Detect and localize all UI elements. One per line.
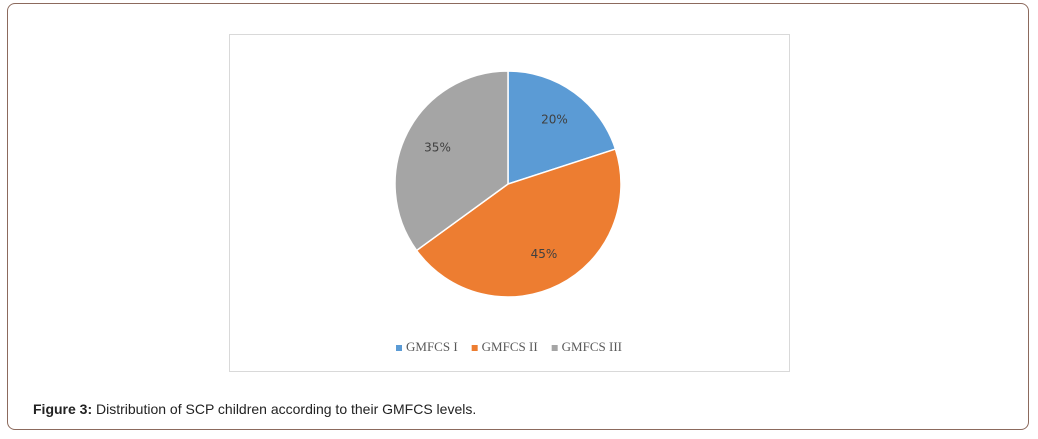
chart: 20% 45% 35% GMFCS I GMFCS II GMFCS III xyxy=(229,34,790,372)
pie-slice xyxy=(394,70,509,252)
legend-label: GMFCS I xyxy=(406,339,458,354)
legend-swatch xyxy=(396,345,402,351)
figure-frame xyxy=(7,3,1029,430)
legend-label: GMFCS II xyxy=(482,339,538,354)
legend-label: GMFCS III xyxy=(562,339,622,354)
pie: 20% 45% 35% xyxy=(394,70,622,298)
data-label: 20% xyxy=(541,113,568,127)
legend: GMFCS I GMFCS II GMFCS III xyxy=(396,339,622,354)
caption-label: Figure 3: xyxy=(33,401,93,417)
data-label: 45% xyxy=(531,247,558,261)
caption: Figure 3: Distribution of SCP children a… xyxy=(33,401,476,417)
pie-slice xyxy=(415,148,622,298)
pie-slice xyxy=(507,70,617,186)
caption-text: Distribution of SCP children according t… xyxy=(96,401,477,417)
legend-swatch xyxy=(551,345,558,351)
data-label: 35% xyxy=(424,141,451,155)
legend-swatch xyxy=(471,345,478,351)
